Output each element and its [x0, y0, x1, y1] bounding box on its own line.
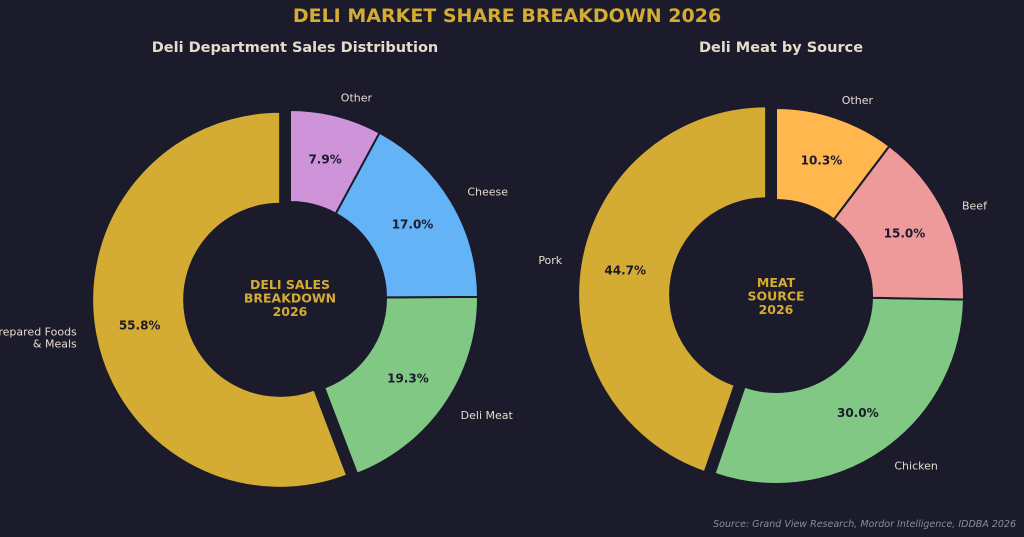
slice-percent-chicken: 30.0%: [837, 406, 879, 420]
slice-other: [775, 107, 891, 221]
slice-label-cheese: Cheese: [467, 186, 508, 199]
chart-title: Deli Meat by Source: [699, 40, 863, 56]
center-label: DELI SALES BREAKDOWN 2026: [244, 277, 336, 319]
slice-label-other: Other: [842, 94, 874, 107]
slice-pork: [577, 105, 768, 474]
chart-title: Deli Department Sales Distribution: [152, 40, 439, 56]
slice-percent-beef: 15.0%: [884, 227, 926, 241]
slice-label-line: Deli Meat: [461, 409, 514, 422]
slice-label-deli-meat: Deli Meat: [461, 409, 514, 422]
slice-label-other: Other: [341, 92, 373, 105]
slice-percent-cheese: 17.0%: [392, 217, 434, 231]
slice-label-chicken: Chicken: [894, 460, 938, 473]
source-note: Source: Grand View Research, Mordor Inte…: [713, 519, 1016, 530]
slice-label-line: Cheese: [467, 186, 508, 199]
center-label-line: 2026: [273, 304, 308, 319]
slice-label-prepared-foods-and-meals: Prepared Foods & Meals: [0, 325, 77, 350]
slice-label-line: Chicken: [894, 460, 938, 473]
slice-cheese: [334, 131, 479, 299]
slice-deli-meat: [323, 295, 479, 475]
center-label-line: BREAKDOWN: [244, 291, 336, 306]
slice-label-line: & Meals: [33, 337, 77, 350]
slice-label-beef: Beef: [962, 200, 988, 213]
slice-label-line: Pork: [538, 254, 562, 267]
center-label-line: 2026: [759, 302, 794, 317]
slice-percent-pork: 44.7%: [604, 264, 646, 278]
donut-chart-meat-source: Deli Meat by Source Pork 44.7% Chicken 30.0…: [538, 40, 988, 485]
slice-prepared-foods-and-meals: [91, 110, 349, 489]
slice-label-pork: Pork: [538, 254, 562, 267]
main-title: DELI MARKET SHARE BREAKDOWN 2026: [293, 5, 721, 27]
center-label: MEAT SOURCE 2026: [747, 275, 804, 317]
slice-chicken: [713, 296, 965, 485]
slice-percent-prepared-foods-and-meals: 55.8%: [119, 319, 161, 333]
slice-percent-other: 7.9%: [308, 152, 341, 166]
center-label-line: SOURCE: [747, 289, 804, 304]
slice-label-line: Beef: [962, 200, 988, 213]
center-label-line: MEAT: [757, 275, 796, 290]
slice-label-line: Other: [842, 94, 874, 107]
slice-label-line: Other: [341, 92, 373, 105]
center-label-line: DELI SALES: [250, 277, 330, 292]
slice-other: [289, 109, 381, 215]
donut-chart-sales-distribution: Deli Department Sales Distribution Prepa…: [0, 40, 514, 489]
slice-percent-deli-meat: 19.3%: [387, 372, 429, 386]
slice-percent-other: 10.3%: [801, 154, 843, 168]
slice-label-line: Prepared Foods: [0, 325, 77, 338]
